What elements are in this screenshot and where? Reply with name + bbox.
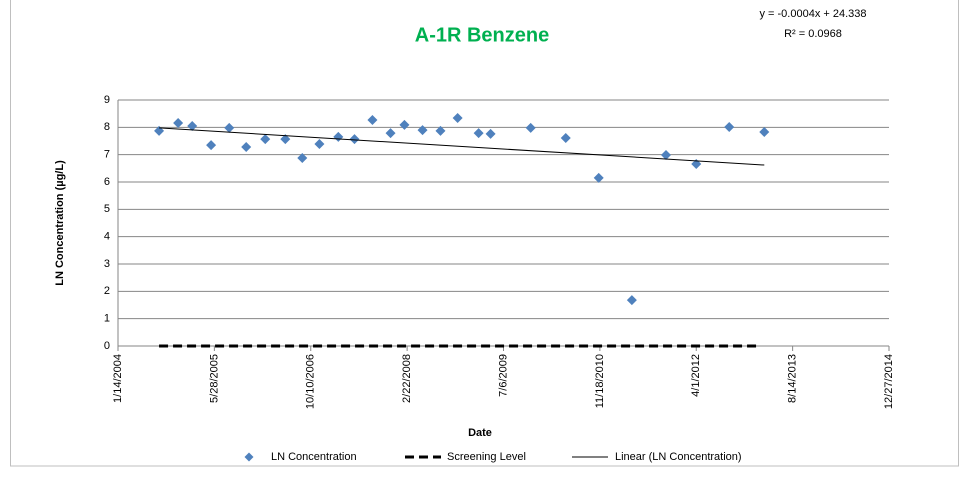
- legend-marker: [244, 452, 254, 462]
- data-point: [399, 119, 410, 130]
- data-point: [297, 152, 308, 163]
- data-point: [417, 125, 428, 136]
- y-tick-label: 7: [104, 149, 110, 161]
- data-point: [626, 295, 637, 306]
- y-tick-label: 8: [104, 121, 110, 133]
- data-point: [724, 122, 735, 133]
- chart-frame: [10, 0, 959, 467]
- data-point: [349, 134, 360, 145]
- data-point: [660, 149, 671, 160]
- x-tick-label: 4/1/2012: [690, 354, 702, 397]
- x-tick-label: 7/6/2009: [497, 354, 509, 397]
- data-point: [367, 114, 378, 125]
- data-point: [206, 140, 217, 151]
- data-point: [241, 142, 252, 153]
- data-point: [224, 122, 235, 133]
- trend-equation: y = -0.0004x + 24.338: [759, 8, 866, 20]
- x-tick-label: 1/14/2004: [112, 354, 124, 403]
- data-point: [187, 120, 198, 131]
- data-point: [260, 134, 271, 145]
- data-point: [314, 139, 325, 150]
- data-point: [593, 172, 604, 183]
- x-tick-label: 11/18/2010: [594, 354, 606, 408]
- data-point: [173, 117, 184, 128]
- data-point: [485, 128, 496, 139]
- y-tick-label: 0: [104, 340, 110, 352]
- data-point: [435, 125, 446, 136]
- data-point: [385, 128, 396, 139]
- y-tick-label: 9: [104, 94, 110, 106]
- data-point: [452, 113, 463, 124]
- x-tick-label: 10/10/2006: [305, 354, 317, 409]
- x-tick-label: 8/14/2013: [787, 354, 799, 403]
- y-tick-label: 2: [104, 285, 110, 297]
- legend-label: Linear (LN Concentration): [615, 451, 742, 463]
- data-point: [280, 134, 291, 145]
- y-tick-label: 6: [104, 176, 110, 188]
- x-axis-label: Date: [468, 427, 492, 439]
- chart-title: A-1R Benzene: [415, 24, 549, 46]
- data-point: [525, 122, 536, 133]
- y-axis-label: LN Concentration (µg/L): [54, 160, 66, 286]
- legend-label: Screening Level: [447, 451, 526, 463]
- y-tick-label: 5: [104, 203, 110, 215]
- x-tick-label: 2/22/2008: [401, 354, 413, 403]
- data-point: [759, 126, 770, 137]
- data-point: [473, 128, 484, 139]
- y-tick-label: 1: [104, 313, 110, 325]
- r-squared: R² = 0.0968: [784, 28, 842, 40]
- data-point: [560, 132, 571, 143]
- x-tick-label: 12/27/2014: [883, 354, 895, 409]
- y-tick-label: 4: [104, 231, 110, 243]
- y-tick-label: 3: [104, 258, 110, 270]
- trend-line: [159, 127, 765, 166]
- x-tick-label: 5/28/2005: [208, 354, 220, 403]
- legend-label: LN Concentration: [271, 451, 357, 463]
